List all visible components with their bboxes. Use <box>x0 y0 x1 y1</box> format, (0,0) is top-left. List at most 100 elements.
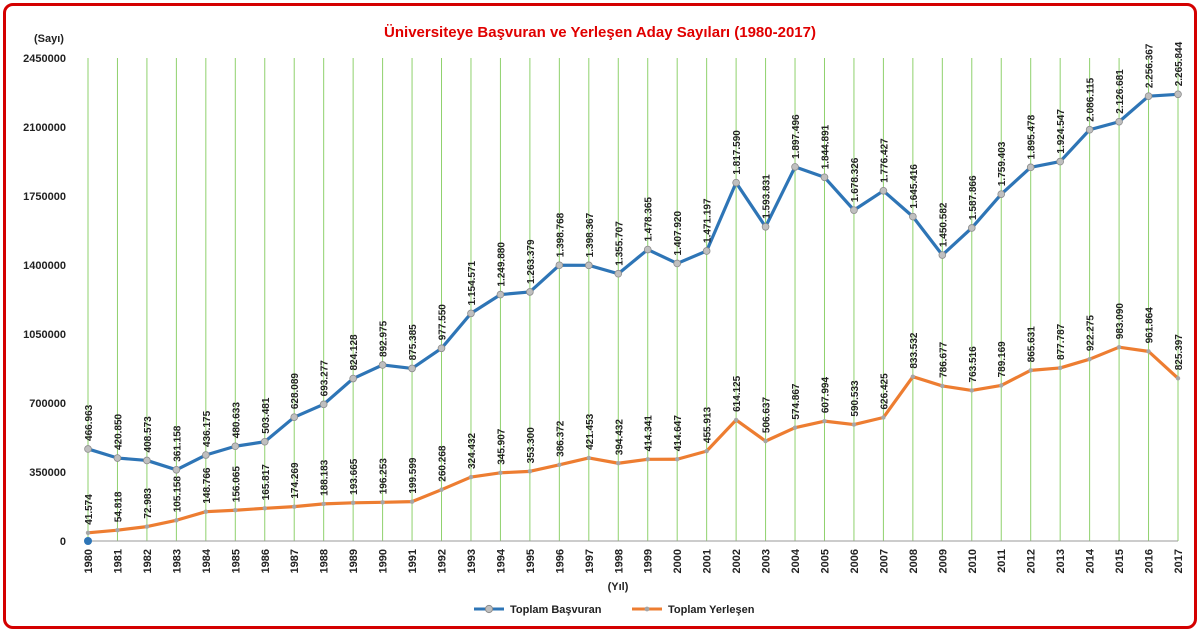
data-label: 607.994 <box>820 377 831 414</box>
x-tick-label: 2010 <box>967 549 979 573</box>
data-label: 436.175 <box>202 410 213 447</box>
x-tick-label: 1984 <box>201 548 213 573</box>
x-tick-label: 2002 <box>731 549 743 573</box>
data-label: 174.269 <box>290 462 301 499</box>
data-label: 196.253 <box>379 458 390 495</box>
data-point <box>231 442 240 451</box>
data-label: 2.086.115 <box>1086 77 1097 121</box>
x-tick-label: 1981 <box>112 549 124 573</box>
data-label: 54.818 <box>113 491 124 522</box>
x-tick-label: 2009 <box>937 549 949 573</box>
y-tick-label: 700000 <box>29 398 66 410</box>
data-point <box>439 487 444 492</box>
data-label: 833.532 <box>909 332 920 369</box>
data-label: 165.817 <box>261 464 272 501</box>
data-point <box>408 364 416 373</box>
data-point <box>437 344 446 353</box>
data-label: 961.864 <box>1145 307 1156 344</box>
data-label: 394.432 <box>614 419 625 456</box>
data-label: 1.817.590 <box>732 130 743 175</box>
data-label: 345.907 <box>496 428 507 465</box>
x-tick-label: 2012 <box>1026 549 1038 573</box>
data-point <box>643 245 652 254</box>
data-label: 977.550 <box>438 304 449 341</box>
x-tick-label: 2000 <box>672 549 684 573</box>
x-tick-label: 2004 <box>790 548 802 573</box>
x-tick-label: 1990 <box>378 549 390 573</box>
data-label: 1.478.365 <box>644 197 655 242</box>
x-tick-label: 1980 <box>83 549 95 573</box>
data-point <box>350 500 356 506</box>
data-point <box>526 288 534 296</box>
data-point <box>1056 157 1064 166</box>
data-point <box>378 361 387 369</box>
data-point <box>881 415 886 420</box>
x-tick-label: 2001 <box>702 549 714 573</box>
data-label: 480.633 <box>231 402 242 439</box>
x-tick-label: 1999 <box>643 549 655 573</box>
origin-marker <box>84 537 92 545</box>
data-point <box>997 190 1006 198</box>
x-tick-label: 1992 <box>437 549 449 573</box>
x-tick-label: 2011 <box>996 549 1008 573</box>
data-point <box>792 425 798 430</box>
x-tick-label: 1985 <box>230 549 242 573</box>
data-label: 877.787 <box>1056 323 1067 360</box>
data-point <box>585 261 593 270</box>
data-label: 105.158 <box>172 476 183 513</box>
x-tick-label: 2007 <box>878 549 890 573</box>
data-label: 922.275 <box>1086 315 1097 352</box>
series-group: 466.963 420.850 408.573 361.158 436.175 480.6… <box>84 41 1185 545</box>
data-point <box>1028 368 1033 373</box>
series-line <box>87 92 1179 472</box>
legend-item: Toplam Başvuran <box>474 604 602 616</box>
data-point <box>879 186 888 195</box>
x-tick-label: 1987 <box>289 549 301 573</box>
data-point <box>820 173 829 182</box>
x-tick-label: 2013 <box>1055 549 1067 573</box>
data-point <box>468 474 474 480</box>
x-tick-label: 1996 <box>554 549 566 573</box>
data-label: 1.398.768 <box>555 212 566 257</box>
data-label: 1.895.478 <box>1027 114 1038 159</box>
x-tick-label: 2015 <box>1114 549 1126 573</box>
data-label: 414.341 <box>644 415 655 452</box>
x-axis-label: (Yıl) <box>608 581 629 593</box>
data-point <box>498 470 503 476</box>
data-label: 2.256.367 <box>1145 43 1156 88</box>
data-label: 408.573 <box>143 416 154 453</box>
data-point <box>1115 117 1123 126</box>
data-label: 1.263.379 <box>526 239 537 284</box>
data-point <box>704 448 709 454</box>
data-label: 421.453 <box>585 413 596 450</box>
data-label: 875.385 <box>408 324 419 361</box>
x-tick-label: 2006 <box>849 549 861 573</box>
series-toplam-basvuran: 466.963 420.850 408.573 361.158 436.175 480.6… <box>84 41 1185 474</box>
data-point <box>702 247 711 255</box>
data-label: 574.867 <box>791 383 802 420</box>
data-point <box>143 456 151 465</box>
data-label: 1.678.326 <box>850 157 861 202</box>
data-label: 1.844.891 <box>820 124 831 169</box>
data-point <box>144 524 150 529</box>
data-point <box>262 506 267 511</box>
chart-title: Üniversiteye Başvuran ve Yerleşen Aday S… <box>384 24 816 41</box>
data-label: 1.759.403 <box>997 141 1008 186</box>
data-label: 1.924.547 <box>1056 109 1067 154</box>
data-label: 786.677 <box>938 341 949 378</box>
data-point <box>938 251 947 259</box>
data-point <box>1026 163 1035 172</box>
data-point <box>172 466 181 474</box>
legend-label: Toplam Yerleşen <box>668 604 755 616</box>
data-point <box>1144 92 1153 100</box>
x-tick-label: 1983 <box>171 549 183 573</box>
data-label: 455.913 <box>703 407 714 444</box>
data-point <box>645 457 650 462</box>
data-label: 628.089 <box>290 373 301 410</box>
y-axis-label: (Sayı) <box>34 33 64 45</box>
legend-item: Toplam Yerleşen <box>632 604 755 616</box>
y-tick-label: 1400000 <box>23 260 66 272</box>
data-label: 789.169 <box>997 341 1008 378</box>
data-point <box>1175 376 1181 381</box>
data-label: 156.065 <box>231 466 242 503</box>
